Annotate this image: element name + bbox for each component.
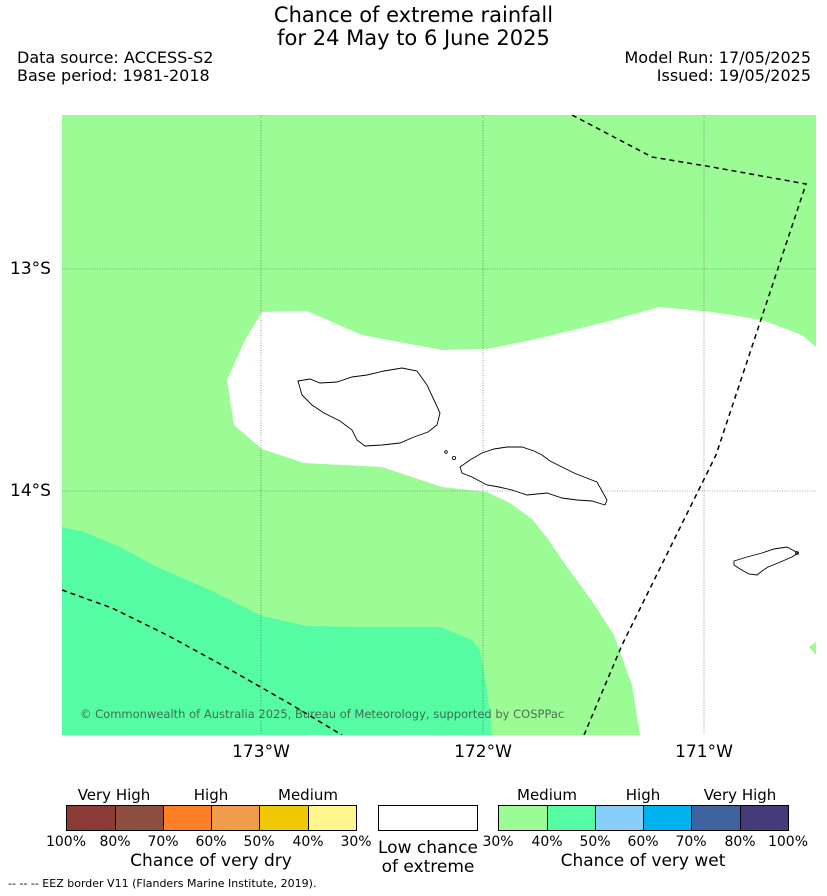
issued-label: Issued: 19/05/2025	[656, 66, 811, 85]
map-title-line-1: Chance of extreme rainfall	[273, 3, 554, 27]
map-title-line-2: for 24 May to 6 June 2025	[277, 26, 550, 50]
low-chance-swatch	[378, 805, 478, 831]
copyright-text: © Commonwealth of Australia 2025, Bureau…	[80, 707, 564, 721]
small-island	[451, 455, 456, 460]
eez-border-footnote: -- -- -- EEZ border V11 (Flanders Marine…	[8, 877, 317, 890]
upolu-island	[459, 446, 608, 506]
eez-border	[62, 115, 807, 735]
low-chance-label-line-2: of extreme	[381, 857, 475, 877]
dry-tick: 80%	[99, 834, 131, 850]
dry-tick: 100%	[45, 834, 87, 850]
dry-tick: 50%	[243, 834, 275, 850]
wet-swatch	[547, 805, 596, 831]
small-island	[795, 551, 799, 555]
wet-tick: 50%	[579, 834, 611, 850]
dry-medium-label: Medium	[278, 786, 338, 804]
dry-very-high-label: Very High	[77, 786, 151, 804]
wet-tick: 30%	[482, 834, 514, 850]
dry-tick: 60%	[195, 834, 227, 850]
dry-tick: 30%	[340, 834, 372, 850]
wet-tick: 40%	[531, 834, 563, 850]
base-period-label: Base period: 1981-2018	[17, 66, 210, 85]
lat-label-13s: 13°S	[10, 259, 51, 279]
wet-tick: 100%	[767, 834, 809, 850]
lat-label-14s: 14°S	[10, 481, 51, 501]
dry-swatch	[308, 805, 357, 831]
wet-medium-high-region	[62, 527, 492, 735]
dry-swatch	[211, 805, 260, 831]
wet-swatch	[691, 805, 741, 831]
wet-medium-label: Medium	[517, 786, 577, 804]
lon-label-172w: 172°W	[454, 742, 512, 762]
tutuila-island	[733, 546, 799, 576]
wet-high-label: High	[625, 786, 661, 804]
wet-swatch	[498, 805, 548, 831]
wet-tick: 70%	[675, 834, 707, 850]
wet-swatch	[595, 805, 644, 831]
wet-very-high-label: Very High	[703, 786, 777, 804]
savaii-island	[297, 367, 441, 447]
lon-label-171w: 171°W	[675, 742, 733, 762]
dry-legend-title: Chance of very dry	[130, 851, 292, 871]
dry-swatch	[259, 805, 309, 831]
dry-swatch	[115, 805, 164, 831]
rainfall-map: © Commonwealth of Australia 2025, Bureau…	[62, 115, 816, 735]
dry-tick: 40%	[292, 834, 324, 850]
model-run-label: Model Run: 17/05/2025	[624, 48, 812, 67]
data-source-label: Data source: ACCESS-S2	[17, 48, 214, 67]
low-chance-label-line-1: Low chance	[378, 838, 478, 858]
dry-high-label: High	[193, 786, 229, 804]
dry-tick: 70%	[147, 834, 179, 850]
wet-legend-title: Chance of very wet	[560, 851, 726, 871]
small-island	[444, 450, 448, 454]
dry-swatch	[163, 805, 212, 831]
wet-tick: 80%	[724, 834, 756, 850]
dry-swatch	[66, 805, 116, 831]
wet-swatch	[740, 805, 789, 831]
wet-swatch	[643, 805, 692, 831]
wet-tick: 60%	[627, 834, 659, 850]
lon-label-173w: 173°W	[232, 742, 290, 762]
graticule	[62, 115, 816, 735]
